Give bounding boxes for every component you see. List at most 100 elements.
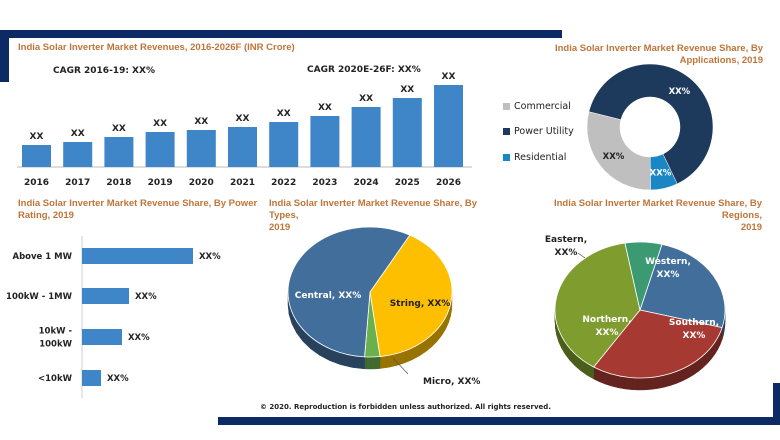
bar-data-label: XX <box>400 85 414 95</box>
title-line: 2019 <box>269 222 291 233</box>
bar-data-label: XX <box>112 124 126 134</box>
hbar-data-label: XX% <box>107 374 129 384</box>
bar-data-label: XX <box>359 94 373 104</box>
legend-swatch <box>503 103 510 110</box>
legend-commercial: Commercial <box>503 101 571 112</box>
bar-2018 <box>104 137 134 167</box>
category-label: 100kW <box>39 340 72 350</box>
pie-slice-string <box>369 234 453 357</box>
pie-side-southern <box>657 374 665 389</box>
legend-swatch <box>503 154 510 161</box>
pie-data-label-string: String, XX% <box>390 299 451 309</box>
bar-2020 <box>186 130 216 167</box>
pie-side-southern <box>611 373 619 389</box>
legend-label: Residential <box>514 152 567 163</box>
bar-2024 <box>351 107 381 167</box>
title-line: Applications, 2019 <box>679 55 763 66</box>
pie-data-label-eastern: XX% <box>555 248 578 258</box>
donut-slice-commercial <box>586 111 651 191</box>
pie-data-label-southern: XX% <box>683 331 706 341</box>
pie-data-label-northern: Northern, <box>582 315 631 325</box>
cagr-2020-26: CAGR 2020E-26F: XX% <box>307 65 421 75</box>
bar-data-label: XX <box>30 132 44 142</box>
power-rating-chart-title: India Solar Inverter Market Revenue Shar… <box>18 198 262 222</box>
regions-chart-title: India Solar Inverter Market Revenue Shar… <box>517 198 762 234</box>
revenue-chart-title: India Solar Inverter Market Revenues, 20… <box>18 42 295 53</box>
pie-data-label-southern: Southern, <box>669 318 719 328</box>
pie-data-label-western: XX% <box>657 270 680 280</box>
hbar-0 <box>82 248 193 264</box>
pie-side-southern <box>644 377 652 391</box>
legend-residential: Residential <box>503 152 566 163</box>
title-line: India Solar Inverter Market Revenue Shar… <box>269 198 478 221</box>
x-tick-label: 2026 <box>436 178 461 188</box>
title-line: India Solar Inverter Market Revenue Shar… <box>553 198 762 221</box>
pie-slice-western <box>639 243 726 329</box>
bar-data-label: XX <box>442 72 456 82</box>
types-chart-title: India Solar Inverter Market Revenue Shar… <box>269 198 509 234</box>
bar-data-label: XX <box>236 114 250 124</box>
x-tick-label: 2016 <box>24 178 49 188</box>
x-tick-label: 2020 <box>189 178 214 188</box>
bar-2016 <box>22 145 51 167</box>
bar-2019 <box>145 132 175 167</box>
x-tick-label: 2018 <box>106 178 131 188</box>
bar-data-label: XX <box>277 109 291 119</box>
pie-side-southern <box>637 377 645 391</box>
pie-slice-eastern <box>624 241 663 312</box>
pie-side-southern <box>617 375 625 390</box>
hbar-data-label: XX% <box>135 292 157 302</box>
donut-data-label: XX% <box>603 152 625 162</box>
title-line: India Solar Inverter Market Revenue Shar… <box>18 198 258 209</box>
bar-2022 <box>269 122 299 167</box>
title-line: India Solar Inverter Market Revenue Shar… <box>554 43 763 54</box>
donut-slice-power-utility <box>588 63 714 185</box>
pie-data-label-eastern: Eastern, <box>545 235 587 245</box>
pie-data-label-northern: XX% <box>596 328 619 338</box>
bar-data-label: XX <box>153 119 167 129</box>
pie-side-central <box>352 355 365 370</box>
header-accent-side <box>0 30 9 82</box>
bar-2017 <box>63 142 93 167</box>
micro-leader-line <box>392 357 409 375</box>
pie-side-southern <box>663 373 671 388</box>
legend-swatch <box>503 128 510 135</box>
hbar-1 <box>82 288 129 304</box>
x-tick-label: 2017 <box>65 178 90 188</box>
pie-data-label-micro: Micro, XX% <box>423 377 480 387</box>
hbar-2 <box>82 329 122 345</box>
footer-accent-side <box>773 383 780 425</box>
category-label: Above 1 MW <box>13 252 73 262</box>
applications-chart-title: India Solar Inverter Market Revenue Shar… <box>493 43 763 67</box>
title-line: Rating, 2019 <box>18 210 74 221</box>
pie-slice-central <box>287 226 411 358</box>
cagr-2016-19: CAGR 2016-19: XX% <box>53 66 155 76</box>
bar-data-label: XX <box>194 117 208 127</box>
hbar-3 <box>82 370 101 386</box>
bar-data-label: XX <box>71 129 85 139</box>
hbar-data-label: XX% <box>128 333 150 343</box>
bar-2025 <box>392 98 422 167</box>
header-accent-bar <box>0 30 562 38</box>
category-label: 10kW - <box>39 327 73 337</box>
pie-side-southern <box>650 376 658 390</box>
pie-side-string <box>379 355 389 369</box>
pie-side-southern <box>624 376 632 390</box>
legend-label: Commercial <box>514 101 571 112</box>
x-tick-label: 2019 <box>148 178 173 188</box>
x-tick-label: 2025 <box>395 178 420 188</box>
pie-data-label-central: Central, XX% <box>295 291 361 301</box>
bar-2026 <box>434 85 463 167</box>
bar-2023 <box>310 116 340 167</box>
category-label: 100kW - 1MW <box>6 292 73 302</box>
bar-data-label: XX <box>318 103 332 113</box>
x-tick-label: 2021 <box>230 178 255 188</box>
eastern-leader-line <box>577 252 586 259</box>
donut-data-label: XX% <box>650 168 672 178</box>
footer-accent-bar <box>218 417 780 425</box>
pie-data-label-western: Western, <box>645 257 691 267</box>
legend-label: Power Utility <box>514 126 574 137</box>
x-tick-label: 2024 <box>354 178 379 188</box>
x-tick-label: 2023 <box>312 178 337 188</box>
pie-slice-southern <box>593 309 723 379</box>
